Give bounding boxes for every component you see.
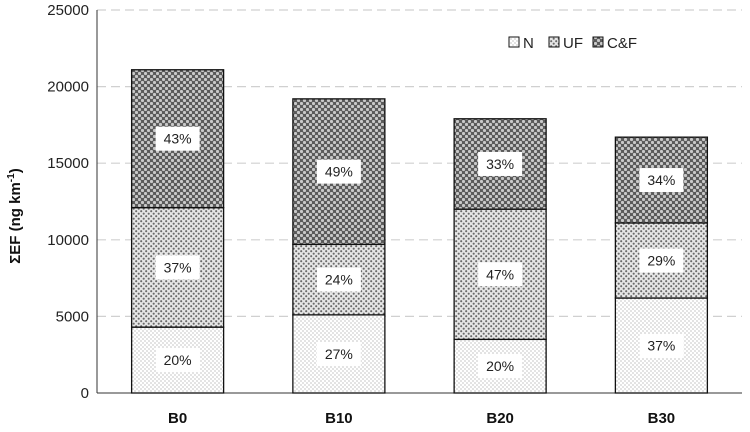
legend-swatch xyxy=(592,36,604,48)
y-tick-label: 25000 xyxy=(47,2,89,19)
y-tick-label: 20000 xyxy=(47,79,89,96)
percent-label-background xyxy=(639,333,684,358)
percent-label: 43% xyxy=(164,131,192,147)
percent-label-background xyxy=(639,248,684,273)
percent-label: 37% xyxy=(164,259,192,275)
percent-labels: 20% 37% 43% 27% 24% 49% 20% 47% 33% 37% 29% 34% xyxy=(155,126,684,379)
x-category-label: B20 xyxy=(486,410,514,427)
legend: N UF C&F xyxy=(508,35,637,52)
y-tick-label: 10000 xyxy=(47,232,89,249)
percent-label: 49% xyxy=(325,164,353,180)
percent-label-background xyxy=(316,159,361,184)
y-tick-label: 15000 xyxy=(47,155,89,172)
bars xyxy=(130,69,709,394)
percent-label: 27% xyxy=(325,346,353,362)
percent-label-background xyxy=(478,354,523,379)
x-category-label: B10 xyxy=(325,410,353,427)
percent-label: 20% xyxy=(164,352,192,368)
percent-label-background xyxy=(155,126,200,151)
percent-label-background xyxy=(478,262,523,287)
legend-label: N xyxy=(523,35,534,52)
legend-swatch xyxy=(508,36,520,48)
percent-label-background xyxy=(478,151,523,176)
legend-swatch xyxy=(548,36,560,48)
legend-label: C&F xyxy=(607,35,637,52)
x-category-label: B30 xyxy=(648,410,676,427)
percent-label: 24% xyxy=(325,272,353,288)
percent-label-background xyxy=(155,348,200,373)
x-category-label: B0 xyxy=(168,410,187,427)
percent-label: 33% xyxy=(486,156,514,172)
percent-label: 29% xyxy=(647,252,675,268)
percent-label: 47% xyxy=(486,266,514,282)
y-tick-label: 5000 xyxy=(56,308,89,325)
percent-label-background xyxy=(639,168,684,193)
legend-label: UF xyxy=(563,35,583,52)
y-tick-label: 0 xyxy=(81,385,89,402)
percent-label-background xyxy=(316,267,361,292)
percent-label: 34% xyxy=(647,172,675,188)
y-axis-title: ΣEF (ng km-1) xyxy=(6,168,24,263)
percent-label-background xyxy=(316,341,361,366)
percent-label: 20% xyxy=(486,358,514,374)
y-tick-labels: 0 5000 10000 15000 20000 25000 xyxy=(47,2,89,402)
category-labels: B0 B10 B20 B30 xyxy=(168,410,675,427)
percent-label-background xyxy=(155,255,200,280)
percent-label: 37% xyxy=(647,338,675,354)
